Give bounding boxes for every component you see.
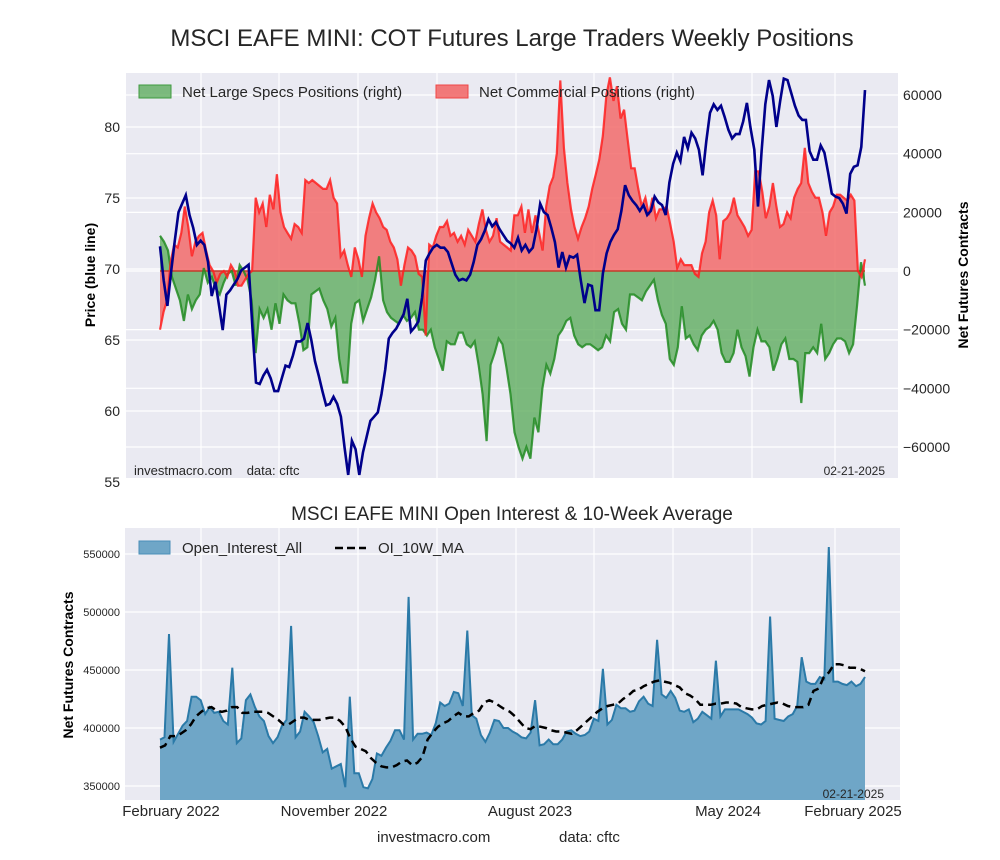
bottom-x-tick-label: February 2022 <box>122 803 220 820</box>
top-left-tick-label: 70 <box>104 261 120 277</box>
top-date-annotation: 02-21-2025 <box>824 464 886 478</box>
top-right-tick-label: 40000 <box>903 146 942 162</box>
legend-label-ma: OI_10W_MA <box>378 540 464 557</box>
bottom-x-ticks: February 2022 November 2022 August 2023 May… <box>122 803 902 820</box>
footer-site: investmacro.com <box>377 829 490 846</box>
bottom-y-ticks: 350000 400000 450000 500000 550000 <box>83 549 120 793</box>
legend-label-oi: Open_Interest_All <box>182 540 302 557</box>
legend-swatch-commercial <box>435 84 469 99</box>
legend-label-commercial: Net Commercial Positions (right) <box>479 84 695 101</box>
top-lines <box>158 76 867 476</box>
top-right-tick-label: −20000 <box>903 322 950 338</box>
top-fills <box>160 77 865 459</box>
top-source-annotation: investmacro.com data: cftc <box>134 463 300 478</box>
top-left-tick-label: 60 <box>104 403 120 419</box>
top-right-ticks: −60000 −40000 −20000 0 20000 40000 60000 <box>903 87 950 455</box>
bottom-y-tick-label: 550000 <box>83 549 120 561</box>
bottom-legend: Open_Interest_All OI_10W_MA <box>138 540 464 557</box>
bottom-x-tick-label: August 2023 <box>488 803 572 820</box>
top-left-tick-label: 55 <box>104 474 120 490</box>
bottom-x-tick-label: February 2025 <box>804 803 902 820</box>
main-title: MSCI EAFE MINI: COT Futures Large Trader… <box>170 25 853 52</box>
top-left-tick-label: 65 <box>104 332 120 348</box>
top-left-tick-label: 75 <box>104 190 120 206</box>
specs-area <box>160 235 865 459</box>
bottom-y-tick-label: 400000 <box>83 723 120 735</box>
bottom-x-tick-label: November 2022 <box>281 803 388 820</box>
top-right-tick-label: 0 <box>903 263 911 279</box>
commercial-line <box>158 77 867 336</box>
top-right-tick-label: −60000 <box>903 439 950 455</box>
bottom-date-annotation: 02-21-2025 <box>823 787 885 801</box>
top-legend: Net Large Specs Positions (right) Net Co… <box>138 84 695 101</box>
price-line <box>158 76 867 476</box>
oi-line <box>159 546 866 790</box>
bottom-area <box>159 546 866 800</box>
bottom-y-tick-label: 450000 <box>83 665 120 677</box>
top-left-axis-label: Price (blue line) <box>82 223 98 327</box>
ma-line <box>159 662 866 769</box>
top-right-tick-label: 20000 <box>903 204 942 220</box>
oi-title: MSCI EAFE MINI Open Interest & 10-Week A… <box>291 504 733 525</box>
top-left-tick-label: 80 <box>104 119 120 135</box>
top-left-ticks: 55 60 65 70 75 80 <box>104 119 120 490</box>
top-right-tick-label: 60000 <box>903 87 942 103</box>
legend-swatch-oi <box>138 540 171 555</box>
legend-label-specs: Net Large Specs Positions (right) <box>182 84 402 101</box>
bottom-y-axis-label: Net Futures Contracts <box>60 591 76 738</box>
top-right-axis-label: Net Futures Contracts <box>955 201 971 348</box>
footer-source: data: cftc <box>559 829 620 846</box>
specs-line <box>159 235 867 463</box>
top-right-tick-label: −40000 <box>903 380 950 396</box>
oi-area <box>160 547 865 800</box>
legend-swatch-specs <box>138 84 172 99</box>
bottom-y-tick-label: 500000 <box>83 607 120 619</box>
bottom-x-tick-label: May 2024 <box>695 803 761 820</box>
bottom-y-tick-label: 350000 <box>83 781 120 793</box>
